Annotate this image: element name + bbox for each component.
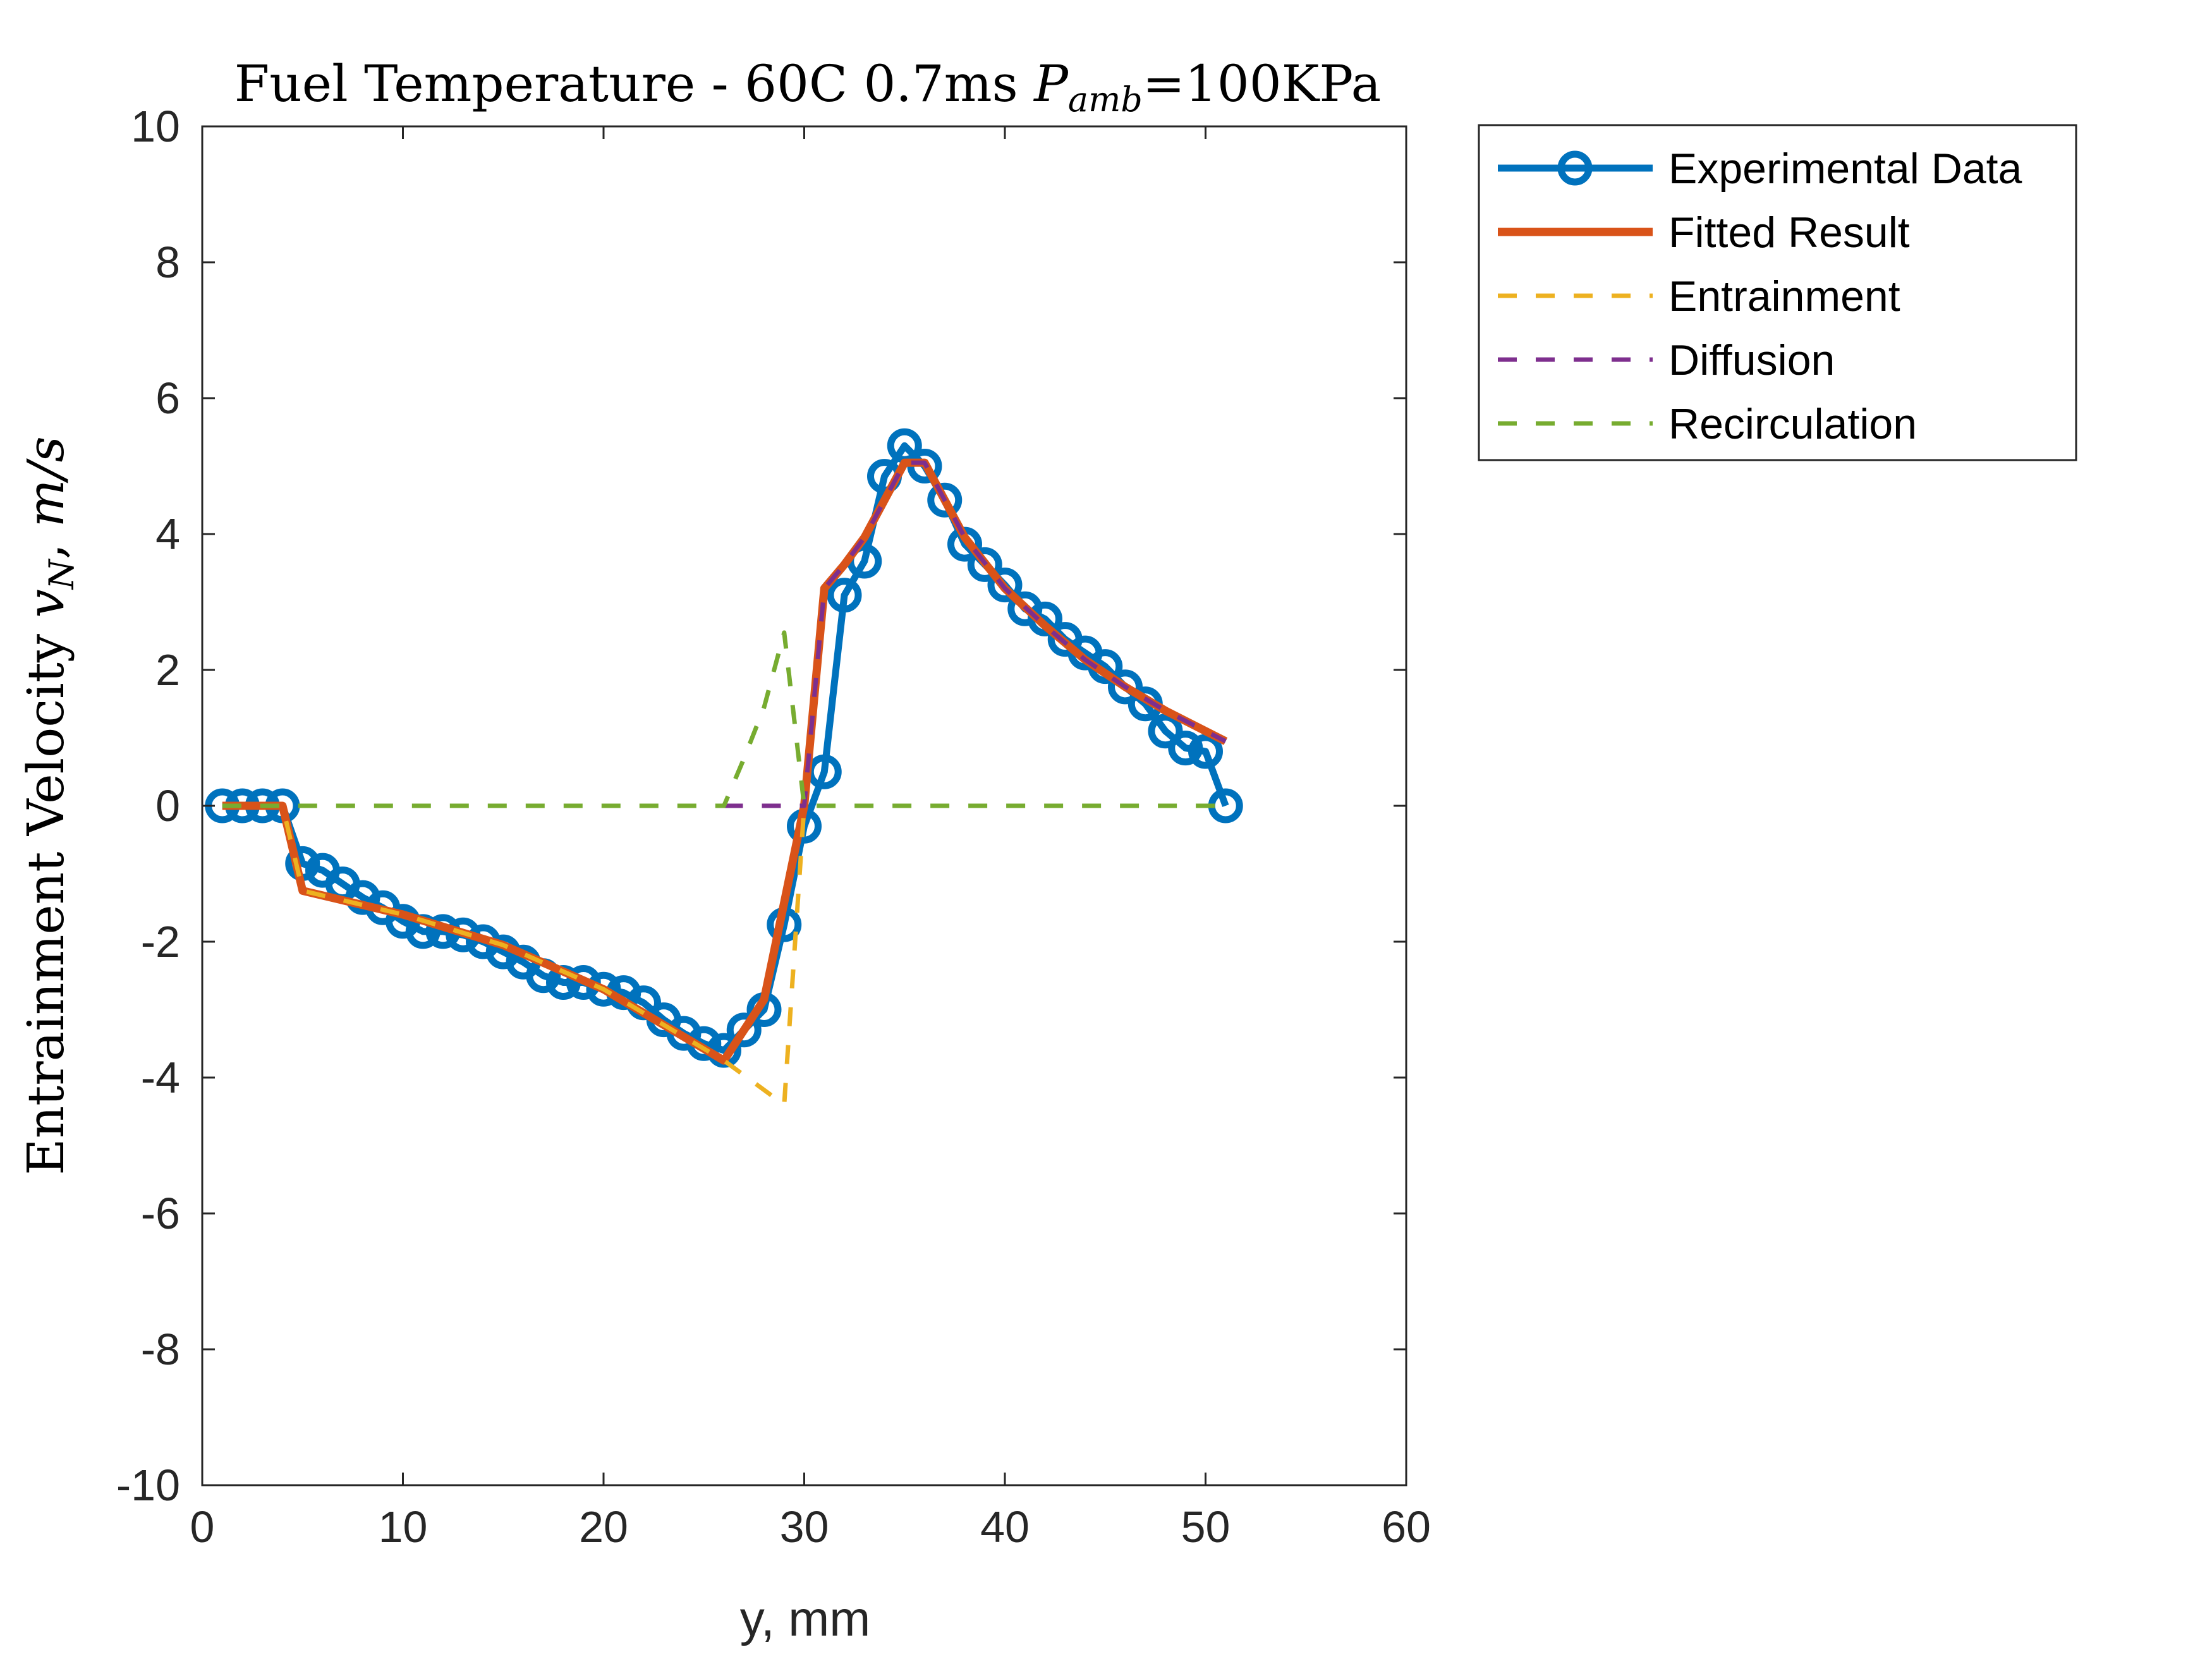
x-axis-label: y, mm — [740, 1591, 871, 1646]
y-tick-label: -2 — [141, 917, 180, 966]
legend-label: Fitted Result — [1668, 209, 1910, 257]
y-tick-label: 4 — [155, 509, 180, 559]
y-tick-label: 8 — [155, 238, 180, 287]
legend-label: Entrainment — [1668, 272, 1900, 320]
legend-marker — [1557, 150, 1593, 186]
legend: Experimental Data Fitted Result Entrainmen… — [1478, 124, 2077, 461]
series-line — [222, 630, 1226, 808]
plot-content — [205, 428, 1243, 1107]
data-point — [726, 1012, 762, 1048]
data-point — [1108, 669, 1143, 705]
y-tick-label: 10 — [131, 102, 180, 151]
y-tick-label: 6 — [155, 374, 180, 423]
legend-entry: Recirculation — [1498, 400, 1917, 448]
data-point — [1028, 601, 1062, 636]
y-axis-label-variable: v — [16, 589, 75, 617]
x-tick-label: 10 — [379, 1502, 428, 1552]
y-axis-label-subscript: N — [42, 558, 82, 590]
x-tick-label: 60 — [1382, 1502, 1431, 1552]
y-tick-label: -10 — [116, 1461, 180, 1510]
x-tick-label: 30 — [780, 1502, 829, 1552]
chart-title-variable: P — [1033, 54, 1069, 113]
y-axis-label-units: m/s — [16, 436, 75, 527]
legend-label: Experimental Data — [1668, 145, 2022, 193]
legend-entry: Experimental Data — [1498, 145, 2022, 193]
legend-label: Recirculation — [1668, 400, 1917, 448]
series-entrainment — [222, 803, 806, 1107]
y-tick-label: -8 — [141, 1325, 180, 1374]
legend-entry: Diffusion — [1498, 336, 1835, 384]
legend-entry: Fitted Result — [1498, 209, 1910, 257]
y-tick-label: -4 — [141, 1053, 180, 1102]
chart-title-suffix: =100KPa — [1143, 54, 1381, 113]
y-tick-label: 0 — [155, 781, 180, 830]
series-line — [724, 460, 1227, 808]
y-tick-label: -6 — [141, 1189, 180, 1238]
y-tick-label: 2 — [155, 645, 180, 695]
data-point — [927, 482, 963, 518]
axes-layer: 0 10 20 30 40 50 60 -10 -8 -6 -4 -2 0 2 4 6 8 10 — [116, 102, 1431, 1552]
y-axis-label-separator: , — [16, 527, 75, 559]
data-point — [827, 578, 862, 613]
x-tick-label: 40 — [980, 1502, 1030, 1552]
y-axis-label: Entrainment Velocity vN, m/s — [16, 436, 82, 1175]
data-point — [987, 568, 1023, 603]
data-point — [586, 971, 621, 1007]
chart-title-prefix: Fuel Temperature - 60C 0.7ms — [234, 54, 1034, 113]
data-point — [1148, 714, 1183, 749]
data-point — [1168, 731, 1203, 766]
y-axis-label-prefix: Entrainment Velocity — [16, 618, 75, 1176]
chart-title-subscript: amb — [1068, 80, 1143, 119]
x-tick-label: 50 — [1181, 1502, 1231, 1552]
chart-title: Fuel Temperature - 60C 0.7ms Pamb=100KPa — [234, 54, 1382, 119]
series-diffusion — [724, 460, 1227, 808]
legend-label: Diffusion — [1668, 336, 1835, 384]
data-point — [967, 547, 1002, 582]
series-recirculation — [222, 630, 1226, 808]
legend-entry: Entrainment — [1498, 272, 1900, 320]
series-line — [222, 803, 806, 1107]
x-tick-label: 20 — [579, 1502, 628, 1552]
x-tick-label: 0 — [190, 1502, 215, 1552]
data-point — [1188, 734, 1223, 769]
